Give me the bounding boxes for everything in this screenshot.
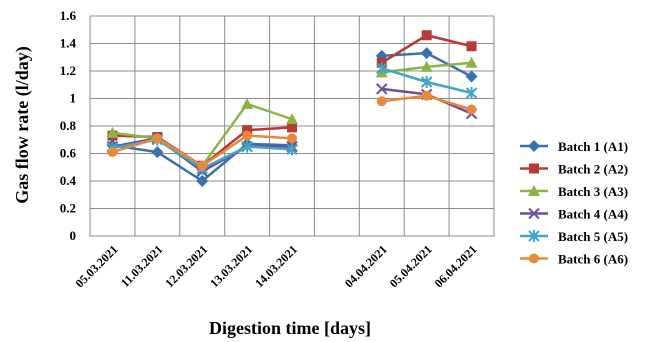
data-point	[376, 62, 388, 75]
y-axis-title: Gas flow rate (l/day)	[12, 46, 33, 203]
data-point	[287, 133, 297, 144]
x-tick-label: 11.03.2021	[118, 242, 166, 290]
data-point	[287, 122, 297, 133]
legend-marker	[528, 140, 540, 152]
data-point	[466, 104, 477, 115]
y-tick-labels: 0 0.2 0.4 0.6 0.8 1 1.2 1.4 1.6	[60, 8, 77, 243]
y-tick-label: 0.2	[60, 201, 76, 216]
legend-marker	[529, 253, 539, 264]
y-tick-label: 0.4	[60, 173, 77, 188]
data-point	[420, 60, 433, 72]
data-point	[241, 140, 253, 153]
legend-item: Batch 3 (A3)	[520, 184, 628, 199]
x-axis-title: Digestion time [days]	[209, 318, 371, 338]
data-point	[421, 90, 432, 101]
data-point	[420, 47, 433, 60]
x-tick-label: 04.04.2021	[342, 242, 390, 290]
data-point	[197, 160, 208, 171]
data-point	[286, 113, 298, 125]
data-point	[465, 87, 478, 99]
data-point	[421, 30, 432, 41]
legend-label: Batch 6 (A6)	[558, 252, 628, 267]
legend-label: Batch 3 (A3)	[558, 184, 628, 199]
x-tick-label: 05.03.2021	[72, 242, 120, 290]
data-point	[465, 56, 478, 68]
x-tick-label: 12.03.2021	[162, 242, 210, 290]
x-tick-labels: 05.03.202111.03.202112.03.202113.03.2021…	[72, 242, 479, 290]
data-point	[465, 70, 478, 83]
legend: Batch 1 (A1) Batch 2 (A2) Batch 3 (A3) Batc…	[520, 139, 628, 267]
data-point	[286, 143, 298, 156]
data-point	[106, 126, 119, 138]
y-tick-label: 1.6	[60, 8, 77, 23]
legend-marker	[529, 163, 539, 174]
y-tick-label: 0.8	[60, 118, 77, 133]
data-point	[151, 146, 164, 159]
data-point	[152, 133, 163, 144]
x-tick-label: 06.04.2021	[432, 242, 480, 290]
series-line	[112, 102, 293, 168]
y-tick-label: 0	[70, 228, 77, 243]
y-tick-label: 1.4	[60, 36, 77, 51]
legend-marker	[528, 185, 540, 196]
legend-item: Batch 4 (A4)	[520, 207, 628, 222]
data-point	[242, 130, 253, 141]
data-point	[107, 147, 118, 158]
x-tick-label: 05.04.2021	[387, 242, 435, 290]
legend-marker	[528, 230, 540, 242]
legend-label: Batch 4 (A4)	[558, 207, 628, 222]
y-tick-label: 1.2	[60, 63, 76, 78]
legend-item: Batch 6 (A6)	[520, 252, 628, 267]
data-point	[242, 125, 253, 136]
legend-label: Batch 5 (A5)	[558, 229, 628, 244]
data-point	[376, 83, 388, 95]
legend-label: Batch 2 (A2)	[558, 162, 628, 177]
legend-label: Batch 1 (A1)	[558, 139, 628, 154]
y-tick-label: 1	[70, 91, 77, 106]
legend-item: Batch 1 (A1)	[520, 139, 628, 154]
x-tick-label: 13.03.2021	[207, 242, 255, 290]
data-point	[376, 96, 387, 107]
legend-item: Batch 5 (A5)	[520, 229, 628, 244]
data-point	[196, 175, 209, 187]
series-layer	[106, 30, 478, 187]
y-tick-label: 0.6	[60, 146, 77, 161]
data-point	[241, 98, 254, 109]
x-tick-label: 14.03.2021	[252, 242, 300, 290]
legend-marker	[528, 207, 540, 220]
data-point	[420, 76, 433, 88]
data-point	[466, 41, 477, 52]
legend-item: Batch 2 (A2)	[520, 162, 628, 177]
series-batch-6	[107, 90, 477, 171]
